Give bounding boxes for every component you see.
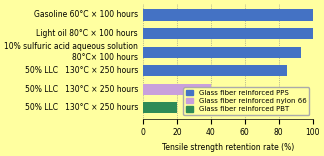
Bar — [143, 84, 211, 95]
X-axis label: Tensile strength retention rate (%): Tensile strength retention rate (%) — [162, 143, 294, 152]
Legend: Glass fiber reinforced PPS, Glass fiber reinforced nylon 66, Glass fiber reinfor: Glass fiber reinforced PPS, Glass fiber … — [183, 87, 309, 115]
Bar — [143, 28, 313, 39]
Bar — [143, 102, 177, 113]
Bar — [143, 65, 287, 76]
Bar — [143, 9, 313, 20]
Bar — [143, 46, 301, 58]
